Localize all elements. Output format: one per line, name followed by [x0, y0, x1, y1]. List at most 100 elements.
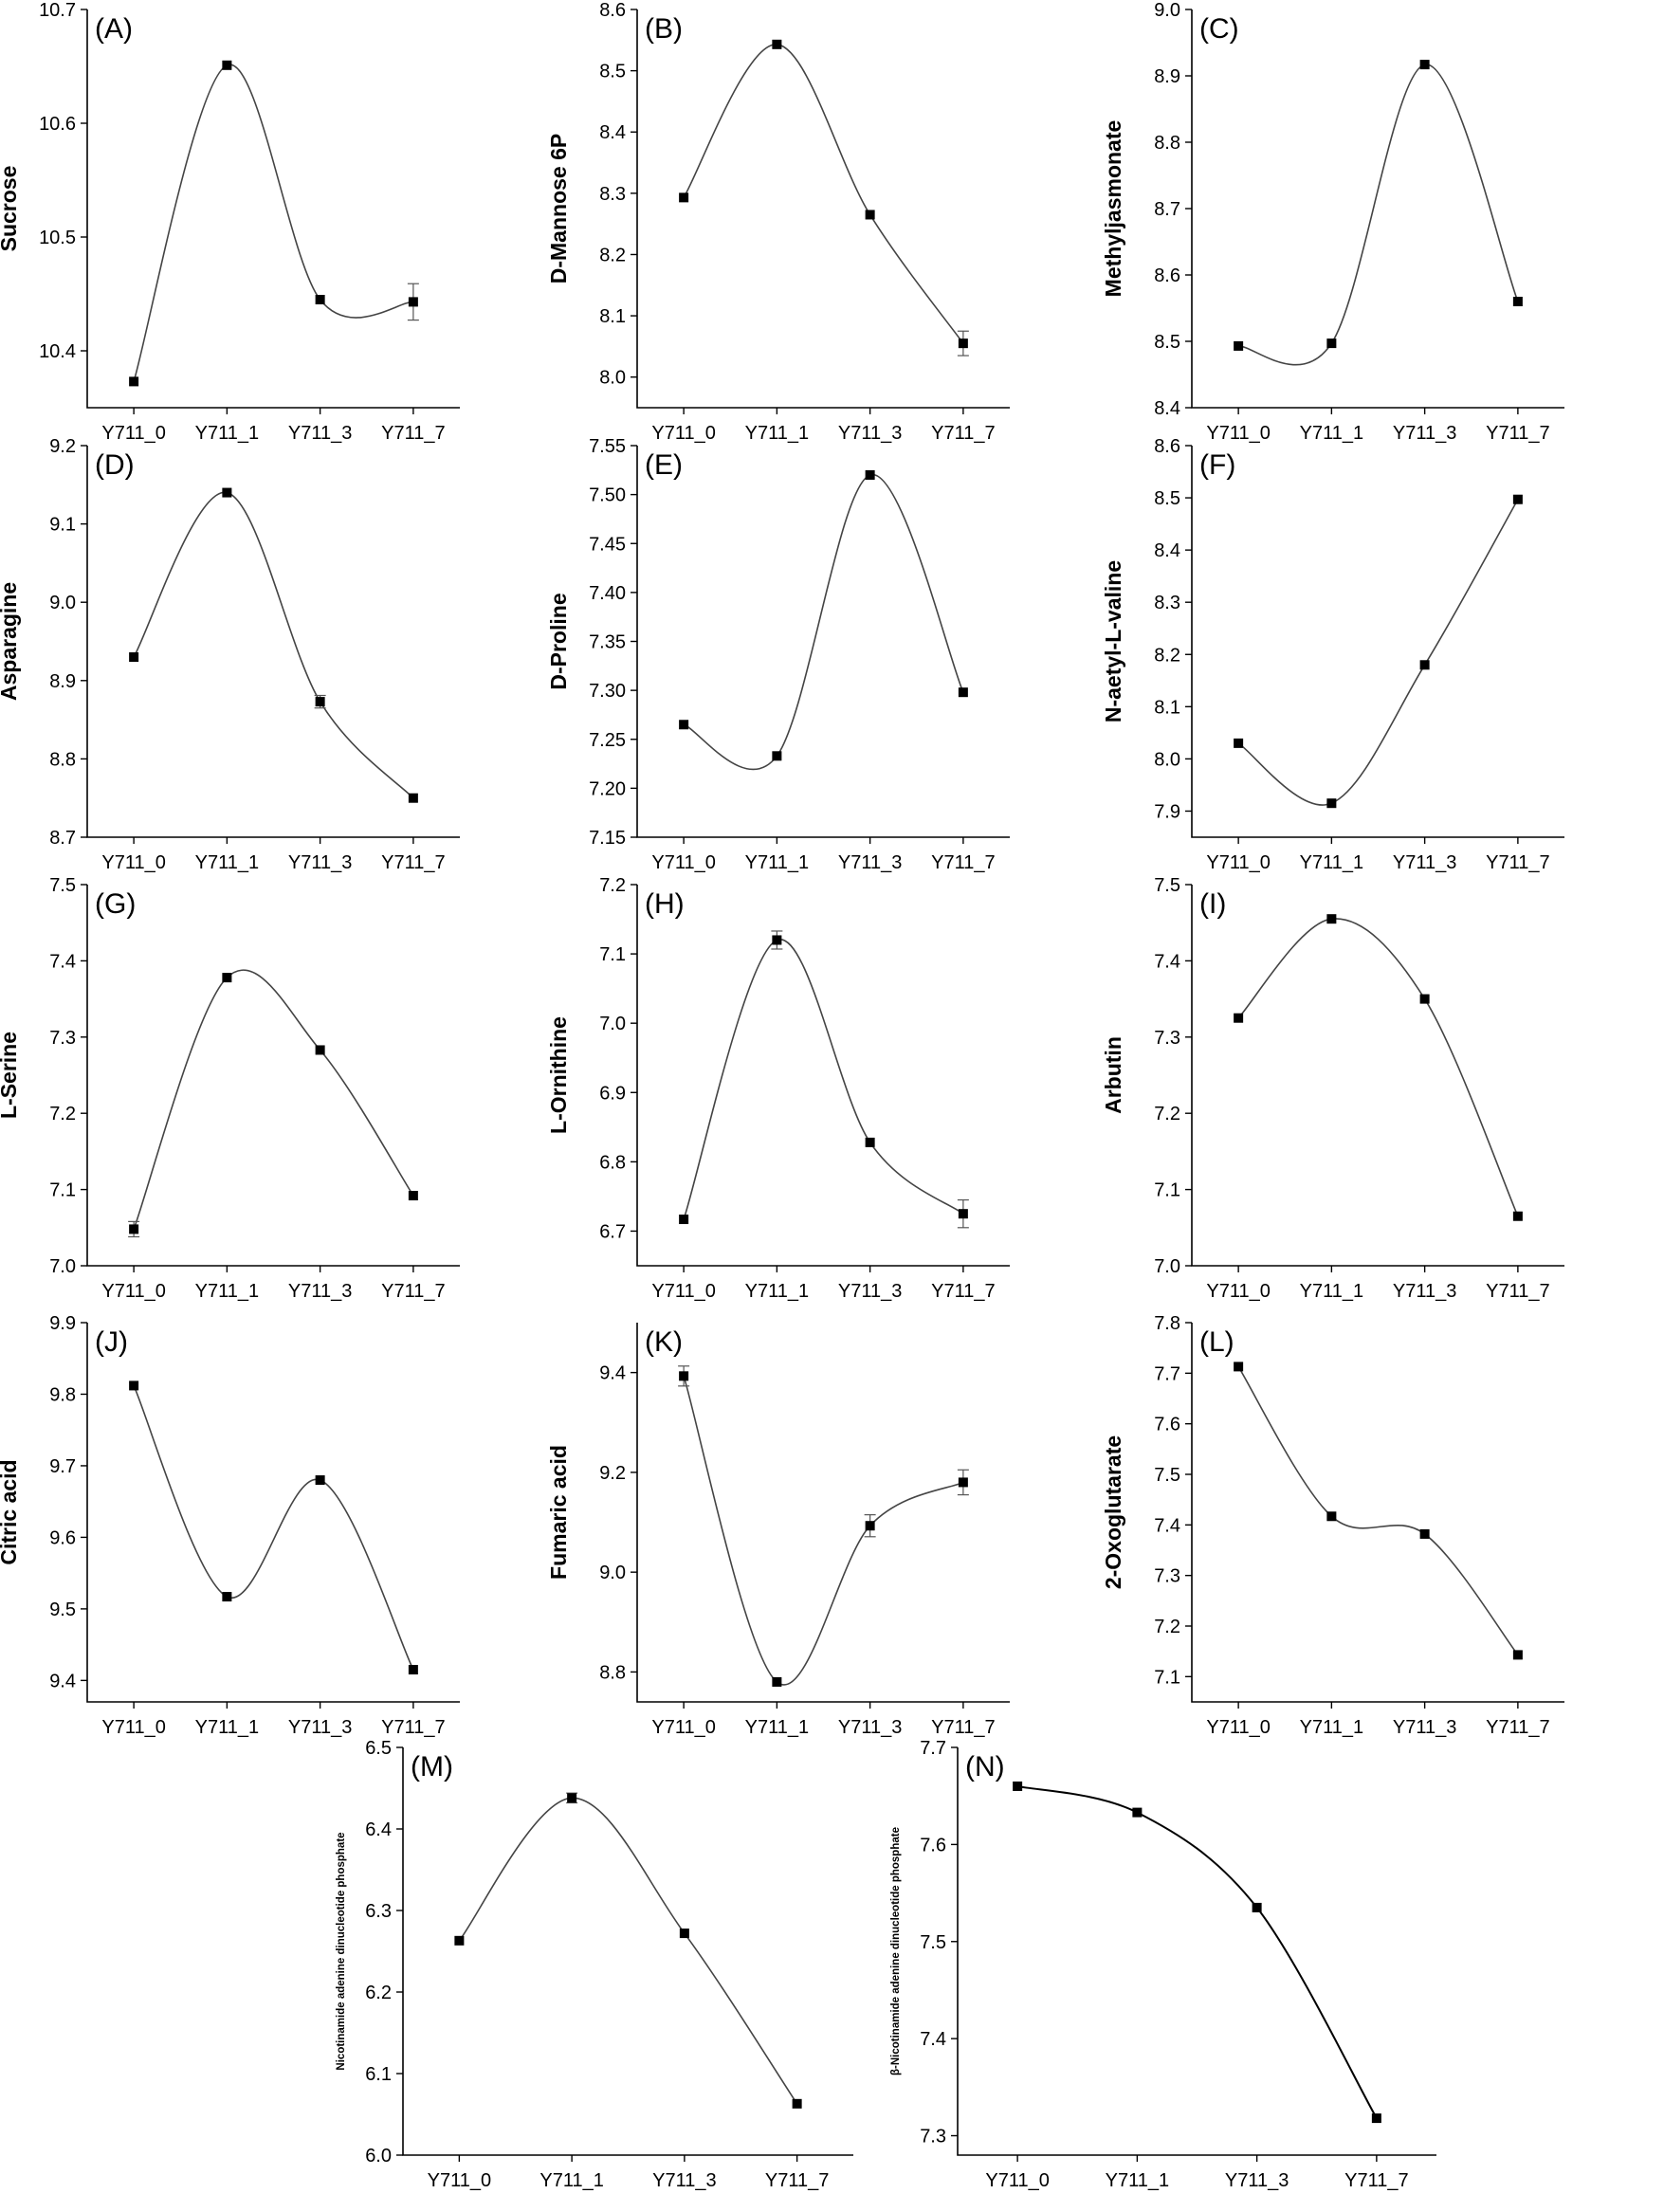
y-tick-label: 7.0 — [1154, 1256, 1180, 1277]
y-tick-label: 6.1 — [365, 2064, 392, 2085]
data-point — [222, 1592, 232, 1602]
y-tick-label: 7.0 — [49, 1256, 76, 1277]
y-tick-label: 7.3 — [1154, 1028, 1180, 1049]
y-tick-label: 7.4 — [920, 2029, 946, 2050]
y-tick-label: 7.2 — [49, 1104, 76, 1124]
panel-label: (C) — [1199, 13, 1239, 45]
x-tick-label: Y711_3 — [1393, 1281, 1456, 1302]
series-line — [683, 474, 964, 771]
y-tick-label: 7.1 — [1154, 1667, 1180, 1688]
x-tick-label: Y711_3 — [838, 1717, 902, 1738]
data-point — [567, 1793, 577, 1803]
data-point — [129, 376, 139, 387]
x-tick-label: Y711_7 — [931, 852, 995, 873]
axis-line — [1191, 446, 1564, 838]
x-tick-label: Y711_3 — [288, 423, 352, 444]
x-tick-label: Y711_0 — [428, 2170, 491, 2191]
x-tick-label: Y711_3 — [838, 423, 902, 444]
y-tick-label: 8.5 — [1154, 488, 1180, 509]
data-point — [772, 39, 782, 49]
y-tick-label: 7.15 — [589, 828, 626, 849]
data-point — [1234, 1362, 1244, 1372]
y-tick-label: 6.3 — [365, 1901, 392, 1922]
y-tick-label: 6.8 — [599, 1152, 626, 1173]
x-tick-label: Y711_1 — [1300, 1717, 1363, 1738]
x-tick-label: Y711_1 — [195, 1281, 259, 1302]
x-tick-label: Y711_7 — [931, 423, 995, 444]
y-tick-label: 7.30 — [589, 681, 626, 702]
y-tick-label: 8.1 — [599, 306, 626, 327]
data-point — [1512, 297, 1523, 306]
y-tick-label: 8.6 — [599, 0, 626, 21]
x-tick-label: Y711_1 — [195, 1717, 259, 1738]
y-tick-label: 7.0 — [599, 1014, 626, 1034]
data-point — [454, 1935, 465, 1946]
y-axis-title: L-Serine — [0, 1032, 21, 1119]
axis-line — [1191, 1323, 1564, 1703]
x-tick-label: Y711_0 — [1206, 1717, 1270, 1738]
y-tick-label: 8.1 — [1154, 697, 1180, 718]
axis-line — [86, 1323, 460, 1703]
y-tick-label: 8.7 — [49, 828, 76, 849]
x-tick-label: Y711_3 — [838, 852, 902, 873]
x-tick-label: Y711_1 — [745, 1281, 809, 1302]
x-tick-label: Y711_3 — [1225, 2170, 1289, 2191]
x-tick-label: Y711_7 — [931, 1717, 995, 1738]
data-point — [772, 751, 782, 761]
x-tick-label: Y711_3 — [288, 1717, 352, 1738]
x-tick-label: Y711_1 — [1106, 2170, 1169, 2191]
x-tick-label: Y711_1 — [745, 852, 809, 873]
y-tick-label: 6.0 — [365, 2146, 392, 2166]
x-tick-label: Y711_0 — [651, 1281, 715, 1302]
y-tick-label: 8.0 — [1154, 749, 1180, 770]
y-tick-label: 7.3 — [49, 1028, 76, 1049]
data-point — [865, 1521, 875, 1531]
panel-label: (B) — [645, 13, 683, 45]
y-tick-label: 7.1 — [599, 944, 626, 965]
data-point — [1326, 1511, 1337, 1522]
x-tick-label: Y711_0 — [651, 852, 715, 873]
series-line — [1237, 1365, 1519, 1655]
axis-line — [636, 1323, 1010, 1703]
y-tick-label: 10.4 — [39, 341, 76, 362]
data-point — [958, 1477, 968, 1488]
y-tick-label: 8.9 — [49, 671, 76, 692]
x-tick-label: Y711_0 — [1206, 852, 1270, 873]
x-tick-label: Y711_0 — [985, 2170, 1049, 2191]
x-tick-label: Y711_3 — [1393, 1717, 1456, 1738]
data-point — [222, 60, 232, 70]
y-tick-label: 9.1 — [49, 515, 76, 536]
panel-label: (H) — [645, 888, 685, 920]
data-point — [1234, 1013, 1244, 1023]
y-tick-label: 7.2 — [599, 875, 626, 896]
y-tick-label: 7.35 — [589, 632, 626, 653]
x-tick-label: Y711_7 — [381, 852, 445, 873]
x-tick-label: Y711_0 — [1206, 1281, 1270, 1302]
data-point — [315, 295, 325, 304]
x-tick-label: Y711_7 — [1486, 423, 1549, 444]
data-point — [958, 1209, 968, 1219]
y-tick-label: 7.2 — [1154, 1617, 1180, 1637]
y-tick-label: 7.5 — [920, 1932, 946, 1953]
y-tick-label: 6.5 — [365, 1738, 392, 1759]
y-axis-title: Methyljasmonate — [1101, 120, 1125, 298]
series-line — [133, 969, 414, 1230]
data-point — [772, 1676, 782, 1687]
y-tick-label: 9.2 — [599, 1463, 626, 1484]
y-tick-label: 7.20 — [589, 778, 626, 799]
data-point — [129, 652, 139, 663]
panel-label: (A) — [95, 13, 133, 45]
x-tick-label: Y711_3 — [1393, 423, 1456, 444]
y-tick-label: 7.25 — [589, 730, 626, 751]
y-tick-label: 9.4 — [599, 1363, 626, 1384]
y-tick-label: 6.9 — [599, 1083, 626, 1104]
series-line — [683, 1376, 964, 1686]
panel-label: (F) — [1199, 449, 1235, 481]
panel-label: (G) — [95, 888, 136, 920]
x-tick-label: Y711_0 — [101, 852, 165, 873]
y-tick-label: 7.6 — [920, 1835, 946, 1856]
data-point — [958, 338, 968, 349]
